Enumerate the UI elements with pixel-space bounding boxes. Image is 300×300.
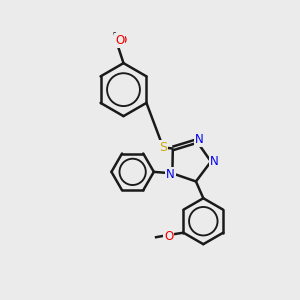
Text: N: N <box>195 134 203 146</box>
Text: O: O <box>164 230 173 243</box>
Text: N: N <box>209 155 218 168</box>
Text: N: N <box>166 168 175 181</box>
Text: O: O <box>117 34 126 47</box>
Text: S: S <box>159 141 167 154</box>
Text: O: O <box>115 34 124 47</box>
